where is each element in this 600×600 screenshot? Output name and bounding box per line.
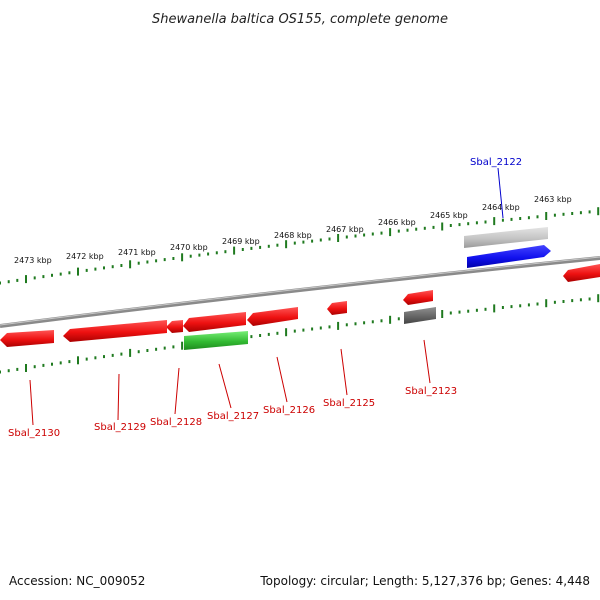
- scale-label: 2465 kbp: [430, 211, 468, 220]
- gene-sbal-2127-a[interactable]: [183, 312, 246, 332]
- accession-text: Accession: NC_009052: [9, 574, 146, 588]
- gene-sbal-2122[interactable]: [467, 245, 551, 268]
- scale-label: 2472 kbp: [66, 252, 104, 261]
- scale-label: 2469 kbp: [222, 237, 260, 246]
- leader-sbal-2126: [276, 356, 288, 403]
- genes-reverse: [0, 290, 436, 350]
- gene-label-sbal-2130[interactable]: Sbal_2130: [8, 428, 60, 439]
- gene-sbal-2122-pseudo[interactable]: [464, 227, 548, 248]
- scale-label: 2468 kbp: [274, 231, 312, 240]
- gene-sbal-2130[interactable]: [0, 330, 54, 347]
- gene-labels: Sbal_2122 Sbal_2123 Sbal_2125 Sbal_2126 …: [8, 157, 522, 439]
- gene-label-sbal-2126[interactable]: Sbal_2126: [263, 405, 315, 416]
- leader-sbal-2128: [174, 367, 180, 415]
- gene-sbal-2123[interactable]: [404, 307, 436, 324]
- gene-sbal-2123-upper[interactable]: [403, 290, 433, 305]
- gene-label-sbal-2127[interactable]: Sbal_2127: [207, 411, 259, 422]
- scale-label: 2467 kbp: [326, 225, 364, 234]
- scale-label: 2463 kbp: [534, 195, 572, 204]
- gene-partial-right[interactable]: [563, 264, 600, 282]
- genes-forward: [464, 227, 600, 282]
- gene-label-sbal-2123[interactable]: Sbal_2123: [405, 386, 457, 397]
- gene-sbal-2126[interactable]: [247, 307, 298, 326]
- gene-label-sbal-2129[interactable]: Sbal_2129: [94, 422, 146, 433]
- scale-labels: 2473 kbp 2472 kbp 2471 kbp 2470 kbp 2469…: [14, 195, 572, 265]
- gene-sbal-2125[interactable]: [327, 301, 347, 315]
- gene-label-sbal-2128[interactable]: Sbal_2128: [150, 417, 202, 428]
- gene-sbal-2127[interactable]: [184, 331, 248, 350]
- leader-sbal-2122: [497, 167, 504, 219]
- scale-label: 2473 kbp: [14, 256, 52, 265]
- gene-label-sbal-2125[interactable]: Sbal_2125: [323, 398, 375, 409]
- gene-sbal-2128[interactable]: [166, 320, 183, 333]
- label-leaders: [29, 167, 504, 426]
- gene-sbal-2129[interactable]: [63, 320, 167, 342]
- scale-label: 2464 kbp: [482, 203, 520, 212]
- scale-label: 2471 kbp: [118, 248, 156, 257]
- leader-sbal-2127: [218, 363, 232, 409]
- map-title: Shewanella baltica OS155, complete genom…: [152, 12, 448, 27]
- gene-label-sbal-2122[interactable]: Sbal_2122: [470, 157, 522, 168]
- scale-label: 2466 kbp: [378, 218, 416, 227]
- leader-sbal-2123: [423, 339, 431, 384]
- leader-sbal-2125: [340, 348, 348, 396]
- scale-label: 2470 kbp: [170, 243, 208, 252]
- leader-sbal-2130: [29, 379, 34, 426]
- genome-backbone: [0, 256, 600, 328]
- outer-tick-ring: [0, 207, 600, 285]
- genome-summary-text: Topology: circular; Length: 5,127,376 bp…: [260, 574, 590, 588]
- leader-sbal-2129: [117, 373, 120, 421]
- genome-backbone-highlight: [0, 256, 600, 326]
